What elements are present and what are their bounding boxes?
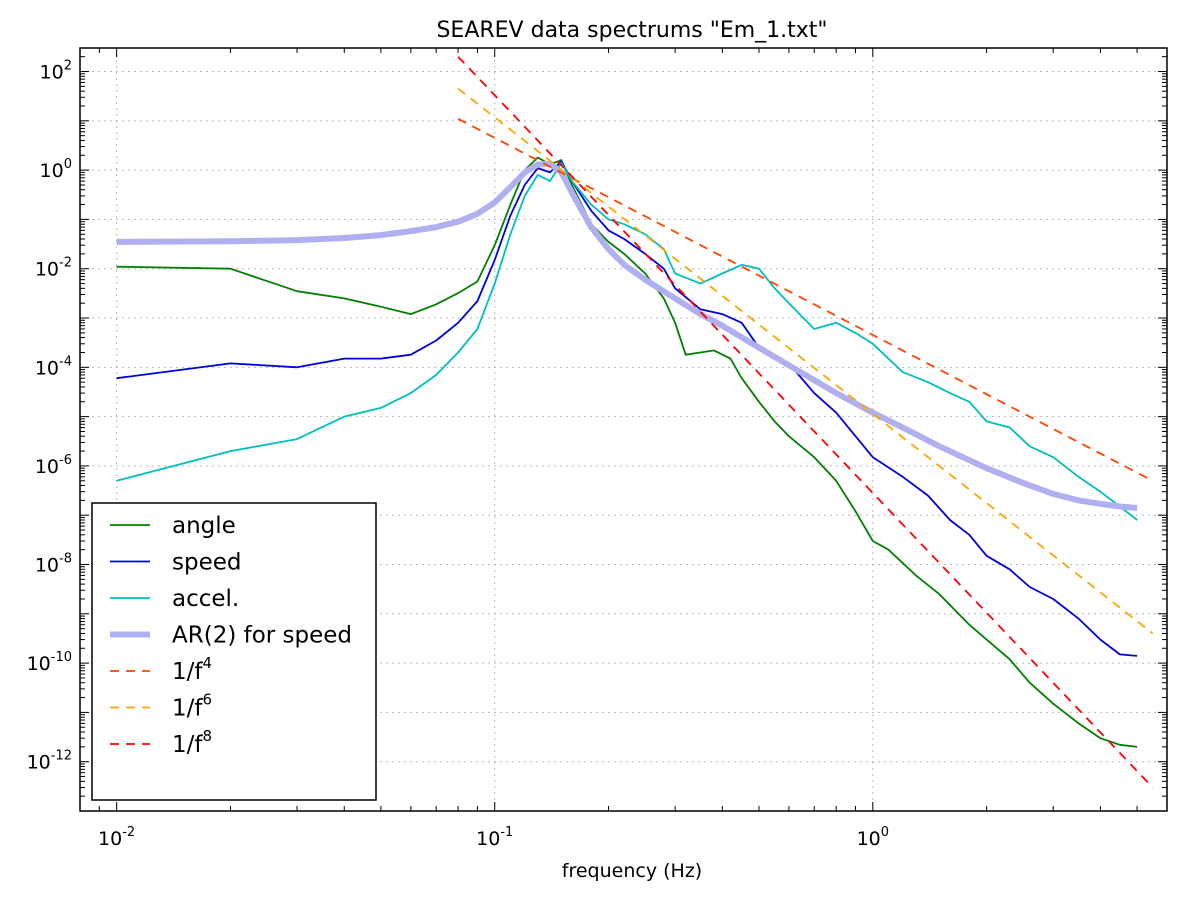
series-4-line [457,118,1154,482]
legend-label: 1/f4 [172,654,212,685]
series-3-line [116,160,1138,511]
x-tick-label: 10-1 [476,825,513,850]
y-tick-label: 10-2 [35,256,72,281]
y-tick-label: 10-4 [35,354,72,379]
legend-box [91,502,377,801]
series-6-line [457,56,1154,789]
tick-labels: 10-2 10-1 100 102 100 10-2 10-4 10-6 10-8 10-10 10… [27,59,889,850]
series-2-line [116,161,1138,521]
y-tick-label: 10-12 [27,749,72,774]
series-layer [116,56,1154,789]
legend: angle speed accel. AR(2) for speed 1/f4 1/f6 1… [91,502,377,801]
y-tick-label: 10-8 [35,552,72,577]
series-1-line [116,160,1138,657]
series-5-line [457,87,1154,635]
legend-label: AR(2) for speed [172,623,352,649]
legend-label: 1/f6 [172,691,212,722]
plot-frame [79,47,1168,812]
legend-label: speed [172,550,241,576]
x-tick-label: 100 [857,825,889,850]
y-tick-label: 10-10 [27,650,72,675]
legend-label: 1/f8 [172,727,212,758]
axis-ticks [79,47,1168,812]
legend-label: angle [172,513,236,539]
series-0-line [116,156,1138,748]
y-tick-label: 10-6 [35,453,72,478]
x-axis-label: frequency (Hz) [562,860,702,882]
x-tick-label: 10-2 [98,825,135,850]
chart-title: SEAREV data spectrums "Em_1.txt" [436,18,827,43]
legend-label: accel. [172,586,239,612]
y-tick-label: 100 [40,157,72,182]
y-tick-label: 102 [40,59,72,84]
